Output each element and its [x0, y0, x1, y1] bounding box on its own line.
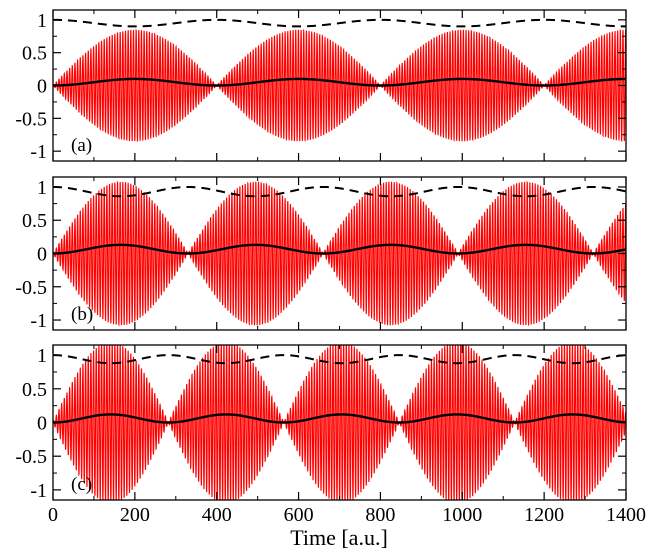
y-tick-label: 1 — [37, 345, 47, 367]
x-tick-label: 800 — [365, 504, 395, 526]
solid-series — [53, 77, 626, 87]
plot-area — [53, 345, 626, 500]
solid-series — [53, 413, 626, 424]
x-tick-label: 0 — [48, 504, 58, 526]
red-oscillation-series — [53, 345, 626, 500]
panel-label: (c) — [71, 474, 92, 495]
dashed-series — [53, 354, 626, 365]
panel-2: -1 -0.5 0 0.5 1 0 200 400 600 800 1000 1200 1400 (c) — [15, 344, 646, 526]
x-tick-label: 1200 — [524, 504, 564, 526]
panel-label: (a) — [71, 135, 92, 156]
y-tick-label: 0.5 — [22, 210, 47, 232]
y-tick-label: -0.5 — [15, 277, 47, 299]
y-tick-label: 0.5 — [22, 379, 47, 401]
panel-label: (b) — [71, 304, 93, 325]
x-axis-title: Time [a.u.] — [290, 525, 388, 550]
y-tick-label: 0 — [37, 413, 47, 435]
x-tick-label: 600 — [284, 504, 314, 526]
dashed-series — [53, 185, 626, 198]
x-tick-label: 1000 — [442, 504, 482, 526]
panels: -1-0.500.51(a)-1-0.500.51(b)-1-0.500.510… — [15, 9, 646, 526]
y-tick-label: -1 — [30, 141, 47, 163]
plot-area — [53, 180, 626, 327]
y-tick-label: 0 — [37, 76, 47, 98]
x-tick-label: 400 — [202, 504, 232, 526]
solid-series — [53, 243, 626, 255]
y-tick-label: 1 — [37, 177, 47, 199]
dashed-series — [53, 18, 626, 28]
panel-1: -1 -0.5 0 0.5 1 (b) — [15, 176, 627, 332]
panel-0: -1 -0.5 0 0.5 1 (a) — [15, 9, 627, 163]
y-tick-label: -0.5 — [15, 108, 47, 130]
x-tick-label: 1400 — [606, 504, 646, 526]
plot-area — [53, 18, 626, 143]
y-tick-label: 0.5 — [22, 43, 47, 65]
y-tick-label: -1 — [30, 310, 47, 332]
red-oscillation-series — [53, 180, 626, 327]
y-tick-label: 1 — [37, 10, 47, 32]
y-tick-label: -0.5 — [15, 446, 47, 468]
y-tick-label: -1 — [30, 480, 47, 502]
x-tick-label: 200 — [120, 504, 150, 526]
y-tick-label: 0 — [37, 244, 47, 266]
